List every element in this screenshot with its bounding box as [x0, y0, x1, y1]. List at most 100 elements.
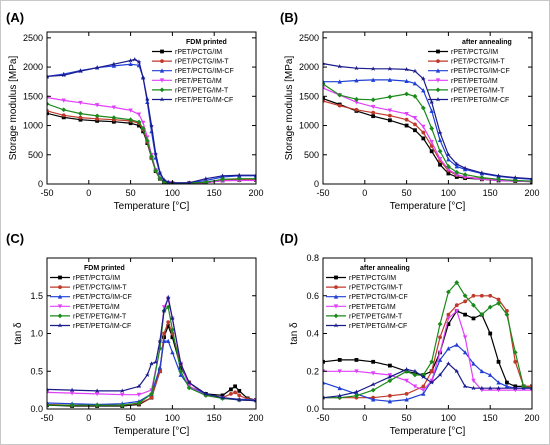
- data-point: [529, 385, 532, 391]
- legend-marker: [334, 275, 338, 280]
- data-point: [165, 179, 171, 184]
- x-tick-label: 200: [524, 413, 539, 423]
- series-line: [323, 344, 532, 403]
- data-point: [420, 76, 426, 81]
- data-point: [236, 172, 242, 178]
- legend-marker: [436, 59, 440, 63]
- data-point: [237, 388, 242, 393]
- legend-marker: [333, 323, 339, 328]
- data-point: [446, 346, 451, 351]
- data-point: [387, 77, 393, 82]
- legend-marker: [57, 304, 63, 309]
- data-point: [136, 112, 142, 117]
- data-point: [323, 380, 326, 385]
- data-point: [387, 378, 393, 384]
- legend-label: rPET/PETG/IM-CF: [451, 97, 509, 104]
- legend-label: rPET/PCTG/IM: [73, 275, 120, 282]
- data-point: [144, 372, 150, 377]
- axes-frame: [46, 31, 257, 185]
- data-point: [412, 384, 418, 389]
- data-point: [119, 388, 125, 393]
- x-axis-label: Temperature [°C]: [114, 201, 190, 212]
- y-axis-label: tan δ: [289, 322, 300, 345]
- data-point: [512, 385, 518, 391]
- x-tick-label: -50: [40, 413, 53, 423]
- data-point: [446, 164, 451, 169]
- data-point: [413, 122, 417, 127]
- data-point: [421, 388, 426, 393]
- data-point: [462, 175, 468, 180]
- legend-title: FDM printed: [186, 39, 227, 46]
- data-point: [337, 92, 343, 98]
- data-point: [412, 81, 418, 86]
- data-point: [237, 393, 242, 398]
- legend-label: rPET/PCTG/IM-CF: [349, 294, 408, 301]
- legend-marker: [436, 49, 440, 54]
- legend-marker: [57, 294, 63, 299]
- series-line: [47, 96, 256, 184]
- data-point: [323, 96, 325, 101]
- data-point: [479, 293, 484, 298]
- data-point: [454, 303, 459, 308]
- data-point: [170, 327, 175, 333]
- series-line: [323, 79, 532, 180]
- data-point: [454, 164, 459, 169]
- data-point: [421, 391, 426, 396]
- data-point: [47, 111, 49, 116]
- y-tick-label: 1000: [299, 121, 319, 131]
- data-point: [387, 363, 392, 368]
- data-point: [220, 395, 226, 400]
- data-point: [488, 293, 493, 298]
- data-point: [446, 289, 451, 295]
- data-point: [337, 385, 342, 391]
- data-point: [170, 335, 175, 340]
- data-point: [488, 331, 493, 336]
- legend-label: rPET/PCTG/IM-T: [451, 59, 505, 66]
- data-point: [153, 151, 159, 156]
- data-point: [370, 387, 376, 393]
- x-tick-label: 100: [165, 413, 180, 423]
- data-point: [479, 385, 485, 391]
- panel-label: (D): [280, 231, 298, 246]
- data-point: [404, 78, 409, 84]
- data-point: [470, 385, 476, 391]
- legend: after annealing rPET/PCTG/IM rPET/PCTG/IM-…: [428, 39, 512, 104]
- data-point: [128, 121, 133, 126]
- data-point: [94, 392, 100, 397]
- data-point: [370, 104, 376, 110]
- data-point: [471, 302, 476, 308]
- plot-area: [323, 61, 532, 184]
- data-point: [69, 387, 75, 393]
- y-tick-label: 500: [28, 150, 43, 160]
- data-point: [337, 63, 343, 69]
- data-point: [94, 402, 100, 408]
- data-point: [144, 138, 150, 144]
- data-point: [78, 117, 83, 122]
- legend-marker: [435, 78, 441, 83]
- data-point: [111, 119, 116, 124]
- data-point: [337, 79, 342, 84]
- data-point: [446, 171, 451, 176]
- legend-label: rPET/PCTG/IM: [349, 275, 396, 282]
- y-tick-label: 1.0: [30, 329, 43, 339]
- legend-title: FDM printed: [84, 265, 125, 272]
- y-tick-label: 2500: [299, 33, 319, 43]
- data-point: [354, 107, 359, 112]
- data-point: [323, 395, 326, 400]
- data-point: [370, 397, 376, 402]
- data-point: [504, 312, 510, 318]
- data-point: [186, 385, 192, 391]
- legend-label: rPET/PCTG/IM-T: [349, 285, 403, 292]
- legend-title: after annealing: [360, 265, 410, 272]
- data-point: [253, 172, 256, 178]
- data-point: [149, 391, 154, 397]
- legend-label: rPET/PETG/IM: [73, 304, 120, 311]
- x-tick-label: 150: [483, 413, 498, 423]
- data-point: [136, 59, 142, 64]
- data-point: [496, 297, 501, 302]
- series-line: [323, 310, 532, 387]
- data-point: [471, 316, 476, 321]
- x-axis-label: Temperature [°C]: [390, 426, 466, 437]
- data-point: [149, 123, 154, 128]
